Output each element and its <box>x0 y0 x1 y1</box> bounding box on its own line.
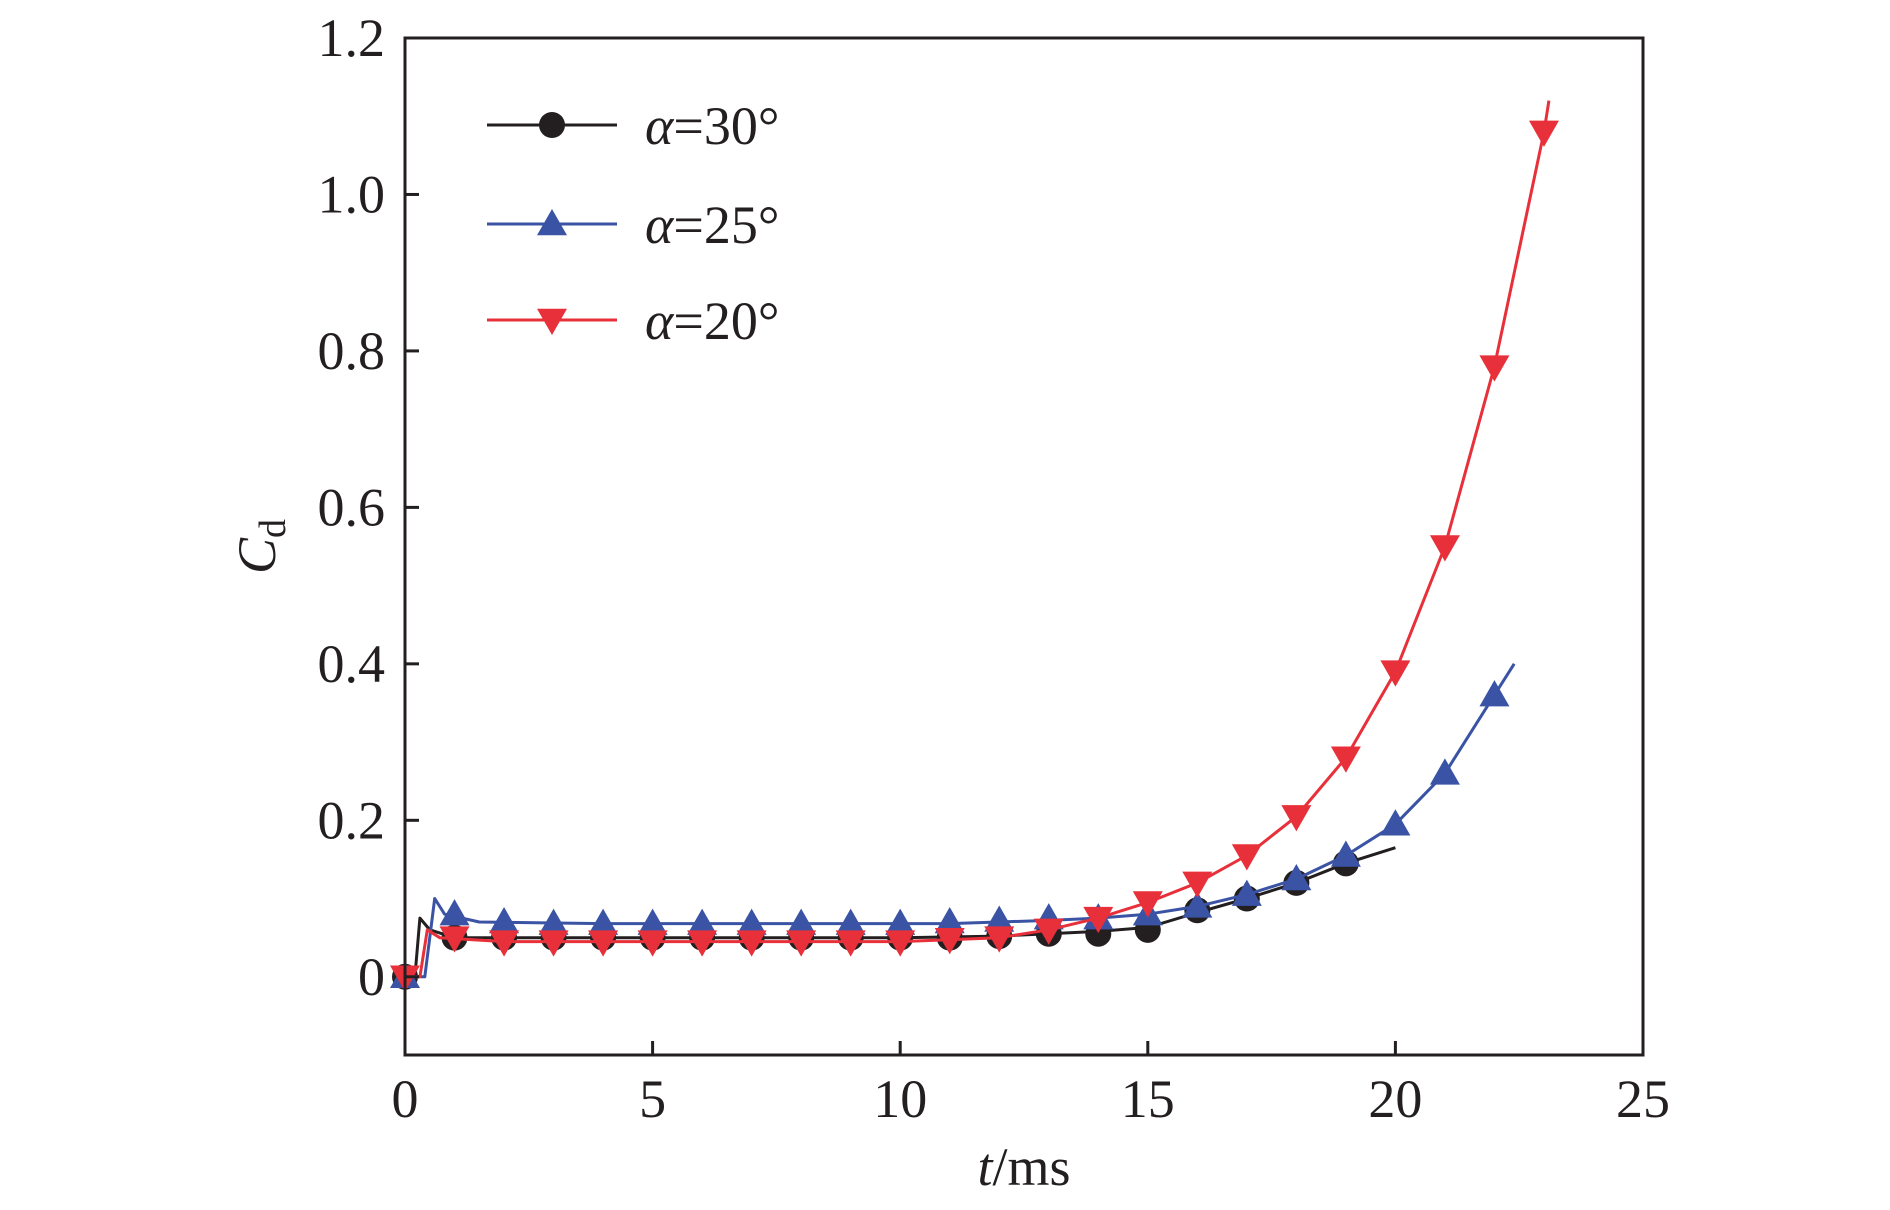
legend-item: α=30° <box>487 96 779 156</box>
data-point <box>934 927 965 955</box>
data-point <box>1429 758 1460 785</box>
x-axis-label-unit: /ms <box>992 1137 1070 1197</box>
data-point <box>1231 844 1262 871</box>
x-tick-label: 5 <box>639 1069 666 1129</box>
data-point <box>885 908 916 935</box>
data-point <box>1182 891 1213 918</box>
data-point <box>538 930 569 957</box>
data-point <box>736 930 767 957</box>
data-point <box>489 930 520 957</box>
data-point <box>1182 871 1213 898</box>
y-axis-label: Cd <box>227 519 294 574</box>
legend-label: α=25° <box>645 195 779 255</box>
series-layer <box>390 100 1559 992</box>
plot-frame <box>403 36 1645 1057</box>
data-point <box>984 905 1015 932</box>
legend-label-value: =25° <box>673 195 779 255</box>
data-point <box>537 308 567 335</box>
y-tick-label: 0.8 <box>318 321 386 381</box>
data-point <box>637 908 668 935</box>
legend-label: α=30° <box>645 96 779 156</box>
data-point <box>1132 891 1163 918</box>
legend-item: α=25° <box>487 195 779 255</box>
x-tick-label: 10 <box>873 1069 927 1129</box>
y-tick-label: 0.4 <box>318 634 386 694</box>
x-axis-label: t/ms <box>977 1137 1070 1197</box>
x-tick-label: 0 <box>392 1069 419 1129</box>
data-point <box>1330 840 1361 867</box>
data-point <box>1380 660 1411 687</box>
y-axis-label-subscript: d <box>252 519 294 538</box>
series-line <box>405 100 1551 979</box>
data-point <box>1330 746 1361 773</box>
legend: α=30°α=25°α=20° <box>487 96 779 351</box>
y-axis-label-variable: C <box>227 537 287 574</box>
data-point <box>1281 805 1312 832</box>
data-point <box>687 930 718 957</box>
data-point <box>984 926 1015 953</box>
data-point <box>736 908 767 935</box>
data-point <box>1528 120 1559 147</box>
data-point <box>588 908 619 935</box>
data-point <box>1479 355 1510 382</box>
data-point <box>786 930 817 957</box>
x-tick-label: 25 <box>1616 1069 1670 1129</box>
data-point <box>489 907 520 934</box>
data-point <box>539 112 565 138</box>
legend-label: α=20° <box>645 291 779 351</box>
x-axis-label-variable: t <box>977 1137 994 1197</box>
series-3 <box>390 100 1559 992</box>
data-point <box>537 209 567 236</box>
data-point <box>885 930 916 957</box>
data-point <box>786 908 817 935</box>
y-tick-label: 1.0 <box>318 164 386 224</box>
data-point <box>835 908 866 935</box>
data-point <box>1231 879 1262 906</box>
data-point <box>439 899 470 926</box>
data-point <box>538 908 569 935</box>
data-point <box>1083 906 1114 934</box>
data-point <box>934 907 965 934</box>
legend-item: α=20° <box>487 291 779 351</box>
tick-layer: 0 5 10 15 20 25 0 0.2 0.4 0.6 0.8 1.0 1.2 <box>318 8 1671 1129</box>
x-tick-label: 20 <box>1368 1069 1422 1129</box>
x-tick-label: 15 <box>1121 1069 1175 1129</box>
legend-label-symbol: α <box>645 195 675 255</box>
data-point <box>835 930 866 957</box>
data-point <box>1479 680 1510 707</box>
legend-label-value: =30° <box>673 96 779 156</box>
legend-label-symbol: α <box>645 96 675 156</box>
y-tick-label: 1.2 <box>318 8 386 68</box>
y-tick-label: 0.2 <box>318 790 386 850</box>
data-point <box>1281 863 1312 891</box>
legend-label-symbol: α <box>645 291 675 351</box>
data-point <box>637 930 668 957</box>
series-1 <box>392 846 1396 990</box>
data-point <box>687 908 718 935</box>
legend-label-value: =20° <box>673 291 779 351</box>
data-point <box>1429 535 1460 562</box>
data-point <box>588 930 619 957</box>
y-tick-label: 0 <box>358 947 385 1007</box>
data-point <box>1033 918 1064 945</box>
y-tick-label: 0.6 <box>318 477 386 537</box>
data-point <box>1380 809 1411 836</box>
data-point <box>439 926 470 953</box>
